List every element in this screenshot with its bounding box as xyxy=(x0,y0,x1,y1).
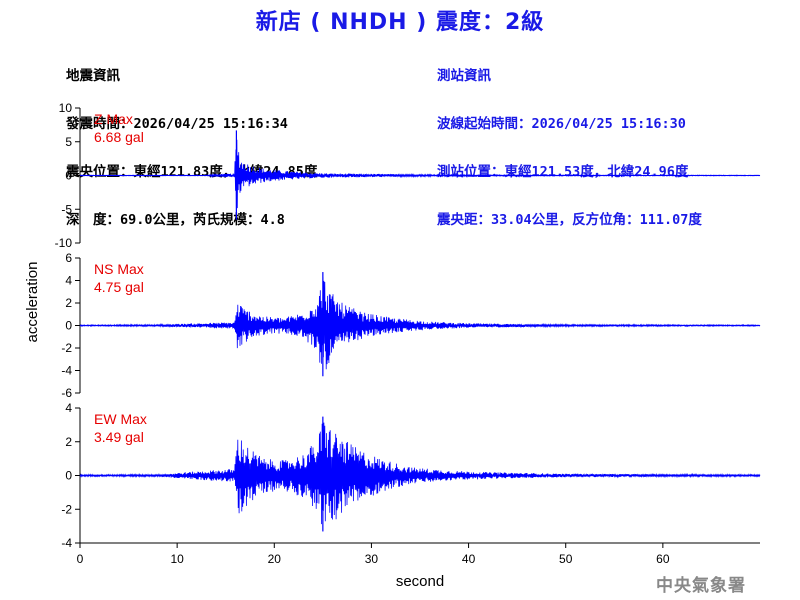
x-tick-label: 10 xyxy=(170,552,184,566)
y-tick-label-NS: 2 xyxy=(65,296,72,310)
y-tick-label-Z: -10 xyxy=(55,236,73,250)
chart-title: 新店 ( NHDH ) 震度：2級 xyxy=(255,10,545,35)
station-info-block: 測站資訊 波線起始時間：2026/04/25 15:16:30 測站位置：東經1… xyxy=(437,36,702,244)
waveform-trace-Z xyxy=(79,139,761,221)
max-label-NS: NS Max xyxy=(94,261,144,277)
waveform-trace-NS xyxy=(79,277,761,370)
y-tick-label-Z: 5 xyxy=(65,135,72,149)
y-tick-label-NS: 4 xyxy=(65,274,72,288)
y-tick-label-EW: 0 xyxy=(65,469,72,483)
x-tick-label: 40 xyxy=(462,552,476,566)
y-tick-label-EW: 2 xyxy=(65,435,72,449)
y-tick-label-NS: -6 xyxy=(61,386,72,400)
y-tick-label-NS: -2 xyxy=(61,341,72,355)
y-tick-label-NS: 0 xyxy=(65,319,72,333)
station-info-heading: 測站資訊 xyxy=(437,68,491,84)
x-tick-label: 50 xyxy=(559,552,573,566)
y-axis-label: acceleration xyxy=(24,262,41,343)
y-tick-label-EW: -4 xyxy=(61,536,72,550)
x-axis-label: second xyxy=(396,573,444,590)
distance-azimuth: 震央距：33.04公里，反方位角：111.07度 xyxy=(437,212,702,228)
max-value-Z: 6.68 gal xyxy=(94,129,144,145)
y-tick-label-Z: 0 xyxy=(65,169,72,183)
x-tick-label: 60 xyxy=(656,552,670,566)
max-label-EW: EW Max xyxy=(94,411,147,427)
x-tick-label: 30 xyxy=(365,552,379,566)
origin-time: 發震時間：2026/04/25 15:16:34 xyxy=(66,116,288,132)
max-value-NS: 4.75 gal xyxy=(94,279,144,295)
y-tick-label-Z: -5 xyxy=(61,202,72,216)
wave-start-time: 波線起始時間：2026/04/25 15:16:30 xyxy=(437,116,686,132)
cwa-watermark: 中央氣象署 xyxy=(656,576,746,596)
y-tick-label-EW: 4 xyxy=(65,401,72,415)
y-tick-label-NS: -4 xyxy=(61,364,72,378)
quake-info-heading: 地震資訊 xyxy=(66,68,120,84)
x-tick-label: 0 xyxy=(77,552,84,566)
y-tick-label-EW: -2 xyxy=(61,502,72,516)
waveform-trace-EW xyxy=(79,422,761,525)
max-value-EW: 3.49 gal xyxy=(94,429,144,445)
quake-info-block: 地震資訊 發震時間：2026/04/25 15:16:34 震央位置：東經121… xyxy=(66,36,317,244)
x-tick-label: 20 xyxy=(268,552,282,566)
max-label-Z: Z Max xyxy=(94,111,133,127)
y-tick-label-NS: 6 xyxy=(65,251,72,265)
y-tick-label-Z: 10 xyxy=(59,101,73,115)
